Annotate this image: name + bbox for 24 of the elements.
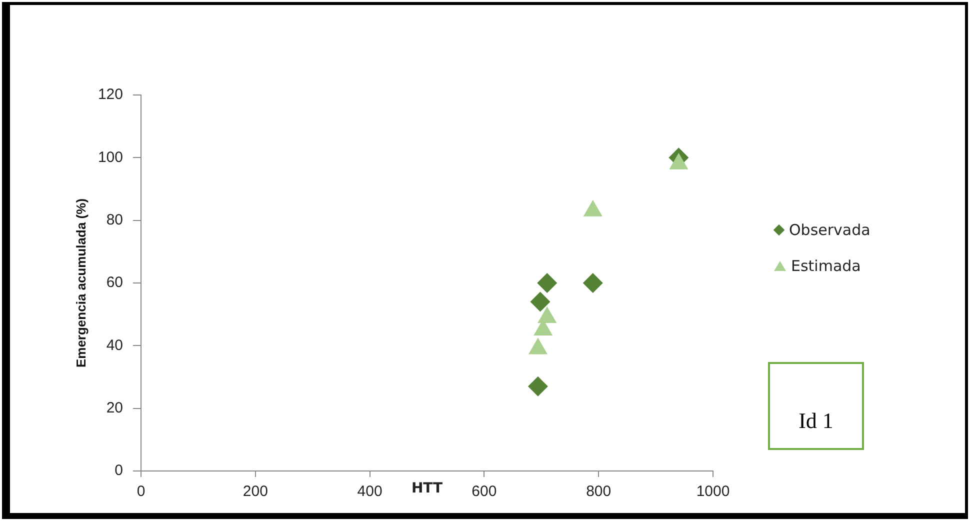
y-tick-label: 0 xyxy=(114,462,123,480)
y-tick-label: 120 xyxy=(98,86,123,104)
x-tick-label: 800 xyxy=(586,483,612,500)
y-axis-title: Emergencia acumulada (%) xyxy=(73,198,88,368)
text: Id 1 xyxy=(768,362,864,450)
point xyxy=(583,200,602,216)
point xyxy=(669,152,688,170)
x-tick-label: 1000 xyxy=(696,483,730,500)
x-tick-label: 400 xyxy=(357,483,382,500)
point xyxy=(537,273,558,293)
point xyxy=(530,292,550,312)
y-tick-label: 40 xyxy=(106,336,123,354)
point xyxy=(582,273,603,293)
legend-label: Estimada xyxy=(791,257,861,275)
x-tick-label: 200 xyxy=(242,483,268,500)
point xyxy=(528,376,548,396)
y-tick-label: 60 xyxy=(106,274,123,292)
y-tick-label: 20 xyxy=(106,399,123,416)
legend-label: Observada xyxy=(789,221,870,239)
y-tick-label: 80 xyxy=(106,211,123,228)
y-tick-label: 100 xyxy=(98,148,123,166)
x-tick-label: 0 xyxy=(136,483,146,500)
x-axis-title: HTT xyxy=(411,480,444,497)
x-tick-label: 600 xyxy=(472,483,497,500)
